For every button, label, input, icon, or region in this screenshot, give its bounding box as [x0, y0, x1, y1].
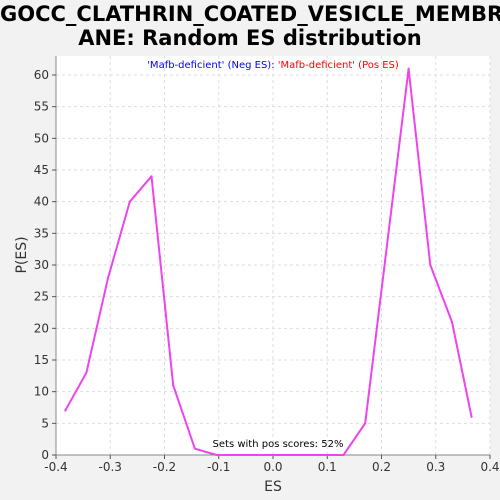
x-tick-label: 0.4 [480, 460, 499, 474]
data-point [64, 409, 67, 412]
x-tick-label: -0.2 [153, 460, 176, 474]
y-tick-label: 55 [34, 100, 49, 114]
legend-neg-es: 'Mafb-deficient' (Neg ES): [147, 60, 278, 71]
data-point [85, 371, 88, 374]
y-tick-label: 15 [34, 353, 49, 367]
data-point [302, 454, 305, 456]
data-point [451, 321, 454, 323]
data-point [324, 454, 327, 456]
x-tick-label: 0.0 [263, 460, 282, 474]
x-tick-label: 0.1 [318, 460, 337, 474]
x-tick-label: 0.3 [426, 460, 445, 474]
series-layer [64, 67, 473, 456]
chart-title: GOCC_CLATHRIN_COATED_VESICLE_MEMBR ANE: … [0, 2, 500, 50]
y-tick-label: 0 [41, 448, 49, 462]
chart-title-line-2: ANE: Random ES distribution [78, 26, 422, 50]
x-axis-ticks: -0.4 -0.3 -0.2 -0.1 0.0 0.1 0.2 0.3 0.4 [44, 455, 500, 474]
y-tick-label: 35 [34, 226, 49, 240]
x-tick-label: -0.1 [207, 460, 230, 474]
data-point [342, 454, 345, 456]
grid [55, 56, 491, 456]
x-tick-label: -0.3 [99, 460, 122, 474]
data-point [150, 175, 153, 178]
y-tick-label: 10 [34, 385, 49, 399]
data-point [215, 454, 218, 456]
data-point [470, 416, 473, 418]
x-tick-label: 0.2 [372, 460, 391, 474]
data-point [364, 422, 367, 425]
chart-title-line-1: GOCC_CLATHRIN_COATED_VESICLE_MEMBR [0, 2, 500, 26]
data-point [237, 454, 240, 456]
y-tick-label: 60 [34, 68, 49, 82]
y-tick-label: 20 [34, 321, 49, 335]
y-tick-label: 50 [34, 131, 49, 145]
data-point [107, 276, 110, 279]
data-point [429, 264, 432, 266]
y-tick-label: 5 [41, 416, 49, 430]
y-tick-label: 25 [34, 290, 49, 304]
data-point [258, 454, 261, 456]
data-point [172, 384, 175, 387]
x-axis-label: ES [264, 479, 282, 495]
y-axis-ticks: 0 5 10 15 20 25 30 35 40 45 50 55 60 [34, 68, 56, 462]
x-tick-label: -0.4 [44, 460, 67, 474]
data-point [128, 200, 131, 203]
y-tick-label: 40 [34, 195, 49, 209]
annotation-pos-scores: Sets with pos scores: 52% [213, 439, 344, 450]
es-distribution-line [64, 67, 473, 456]
legend-pos-es: 'Mafb-deficient' (Pos ES) [278, 60, 399, 71]
data-point [280, 454, 283, 456]
y-tick-label: 30 [34, 258, 49, 272]
legend: 'Mafb-deficient' (Neg ES): 'Mafb-deficie… [147, 60, 399, 71]
data-point [385, 245, 388, 247]
y-tick-label: 45 [34, 163, 49, 177]
data-point [407, 67, 410, 70]
data-point [193, 447, 196, 450]
y-axis-label: P(ES) [14, 236, 30, 273]
